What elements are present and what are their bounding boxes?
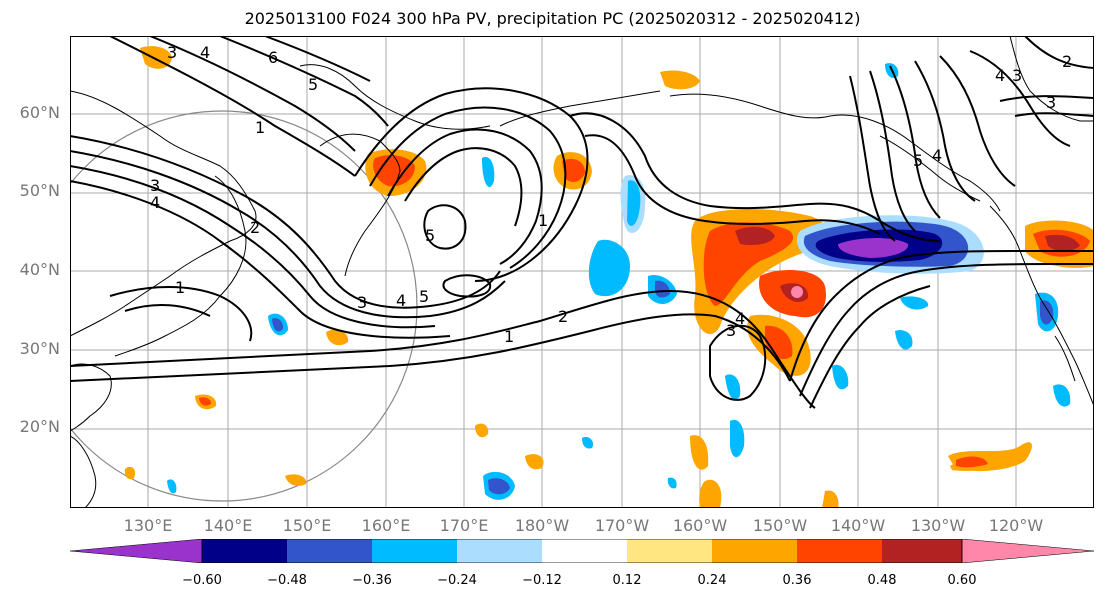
lat-label: 30°N bbox=[19, 339, 60, 358]
lon-label: 170°E bbox=[439, 516, 489, 535]
contour-label: 4 bbox=[200, 43, 210, 62]
contour-label: 3 bbox=[1012, 66, 1022, 85]
lon-label: 170°W bbox=[594, 516, 650, 535]
lon-label: 130°W bbox=[910, 516, 966, 535]
colorbar-extend-min bbox=[69, 538, 203, 564]
contour-label: 6 bbox=[268, 48, 278, 67]
colorbar-tick: 0.24 bbox=[697, 573, 727, 588]
contour-label: 4 bbox=[150, 193, 160, 212]
colorbar-swatch bbox=[202, 539, 287, 563]
lat-label: 60°N bbox=[19, 103, 60, 122]
lon-label: 160°W bbox=[672, 516, 728, 535]
contour-label: 1 bbox=[504, 327, 514, 346]
contour-label: 5 bbox=[308, 75, 318, 94]
lon-label: 140°E bbox=[203, 516, 253, 535]
colorbar-tick: 0.60 bbox=[947, 573, 977, 588]
colorbar-swatch bbox=[372, 539, 457, 563]
lon-label: 180°W bbox=[514, 516, 570, 535]
contour-label: 1 bbox=[175, 278, 185, 297]
colorbar-swatch bbox=[457, 539, 542, 563]
contour-label: 2 bbox=[558, 307, 568, 326]
colorbar-swatch bbox=[287, 539, 372, 563]
contour-label: 3 bbox=[726, 321, 736, 340]
precip-shading bbox=[124, 46, 1094, 508]
colorbar-swatch bbox=[797, 539, 882, 563]
contour-label: 4 bbox=[735, 309, 745, 328]
lon-label: 150°E bbox=[282, 516, 332, 535]
lon-label: 130°E bbox=[123, 516, 173, 535]
map-title: 2025013100 F024 300 hPa PV, precipitatio… bbox=[244, 9, 861, 28]
contour-label: 5 bbox=[419, 287, 429, 306]
colorbar bbox=[69, 538, 1095, 564]
map-svg: 3 4 6 5 1 3 4 2 1 3 4 5 5 1 1 2 3 4 4 5 … bbox=[70, 36, 1094, 508]
colorbar-extend-max bbox=[961, 538, 1095, 564]
lat-label: 40°N bbox=[19, 260, 60, 279]
contour-label: 1 bbox=[538, 211, 548, 230]
colorbar-tick: −0.12 bbox=[522, 573, 562, 588]
contour-label: 2 bbox=[1062, 52, 1072, 71]
contour-label: 2 bbox=[250, 218, 260, 237]
contour-label: 4 bbox=[396, 291, 406, 310]
colorbar-tick: 0.48 bbox=[867, 573, 897, 588]
contour-label: 3 bbox=[167, 43, 177, 62]
contour-label: 5 bbox=[913, 151, 923, 170]
contour-label: 1 bbox=[255, 118, 265, 137]
lon-label: 140°W bbox=[830, 516, 886, 535]
contour-label: 3 bbox=[150, 176, 160, 195]
colorbar-tick: −0.60 bbox=[182, 573, 222, 588]
contour-label: 5 bbox=[425, 226, 435, 245]
colorbar-tick: 0.12 bbox=[612, 573, 642, 588]
lon-label: 120°W bbox=[988, 516, 1044, 535]
colorbar-tick: −0.36 bbox=[352, 573, 392, 588]
map-panel[interactable]: 3 4 6 5 1 3 4 2 1 3 4 5 5 1 1 2 3 4 4 5 … bbox=[70, 36, 1094, 508]
contour-label: 4 bbox=[995, 66, 1005, 85]
colorbar-svg bbox=[69, 538, 1095, 564]
contour-labels: 3 4 6 5 1 3 4 2 1 3 4 5 5 1 1 2 3 4 4 5 … bbox=[150, 43, 1072, 346]
colorbar-swatch bbox=[712, 539, 797, 563]
lat-label: 50°N bbox=[19, 181, 60, 200]
colorbar-tick: −0.24 bbox=[437, 573, 477, 588]
contour-label: 3 bbox=[357, 293, 367, 312]
colorbar-swatch bbox=[882, 539, 962, 563]
reference-circle bbox=[70, 110, 418, 502]
contour-label: 4 bbox=[932, 146, 942, 165]
lon-label: 150°W bbox=[752, 516, 808, 535]
contour-label: 3 bbox=[1046, 93, 1056, 112]
colorbar-tick: 0.36 bbox=[782, 573, 812, 588]
colorbar-tick: −0.48 bbox=[267, 573, 307, 588]
pv-contours bbox=[70, 36, 1094, 409]
colorbar-swatch bbox=[627, 539, 712, 563]
lon-label: 160°E bbox=[361, 516, 411, 535]
lat-label: 20°N bbox=[19, 417, 60, 436]
colorbar-swatch bbox=[542, 539, 627, 563]
